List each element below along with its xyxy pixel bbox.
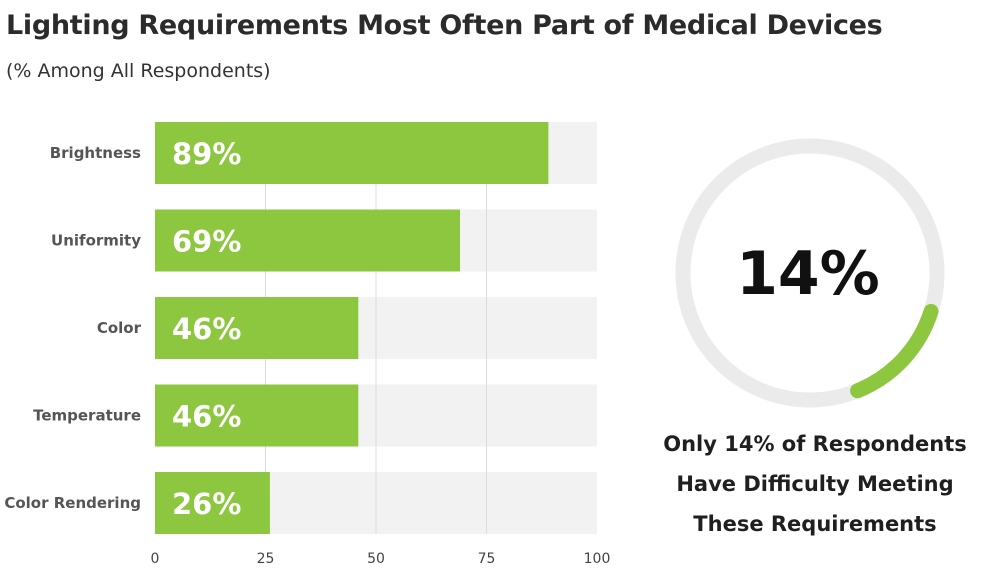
bar-value-label: 46% [172,400,241,434]
x-tick-label: 50 [367,551,385,567]
bar-value-label: 46% [172,312,241,346]
bar-value-label: 26% [172,487,241,521]
bar-value-label: 69% [172,225,241,259]
x-tick-label: 100 [584,551,611,567]
bar [155,472,270,534]
bar [155,209,460,272]
gauge-caption-line: Have Difficulty Meeting [676,472,954,496]
gauge-fill-arc [850,303,939,399]
gauge-track [675,138,945,408]
bar [155,384,359,447]
x-tick-label: 25 [257,551,275,567]
chart-subtitle: (% Among All Respondents) [6,60,271,82]
category-label: Temperature [33,407,141,425]
x-tick-label: 0 [151,551,160,567]
gauge-caption-line: These Requirements [693,512,937,536]
gauge-caption-line: Only 14% of Respondents [663,432,967,456]
category-label: Color Rendering [4,494,141,512]
category-label: Uniformity [51,232,141,250]
bar-value-label: 89% [172,137,241,171]
gauge-caption: Only 14% of Respondents Have Difficulty … [640,424,990,544]
chart-title: Lighting Requirements Most Often Part of… [6,10,883,41]
gauge-value-label: 14% [736,239,880,309]
category-label: Color [97,319,142,337]
bar [155,297,359,359]
category-label: Brightness [50,144,141,162]
bar [155,122,549,184]
x-tick-label: 75 [478,551,496,567]
